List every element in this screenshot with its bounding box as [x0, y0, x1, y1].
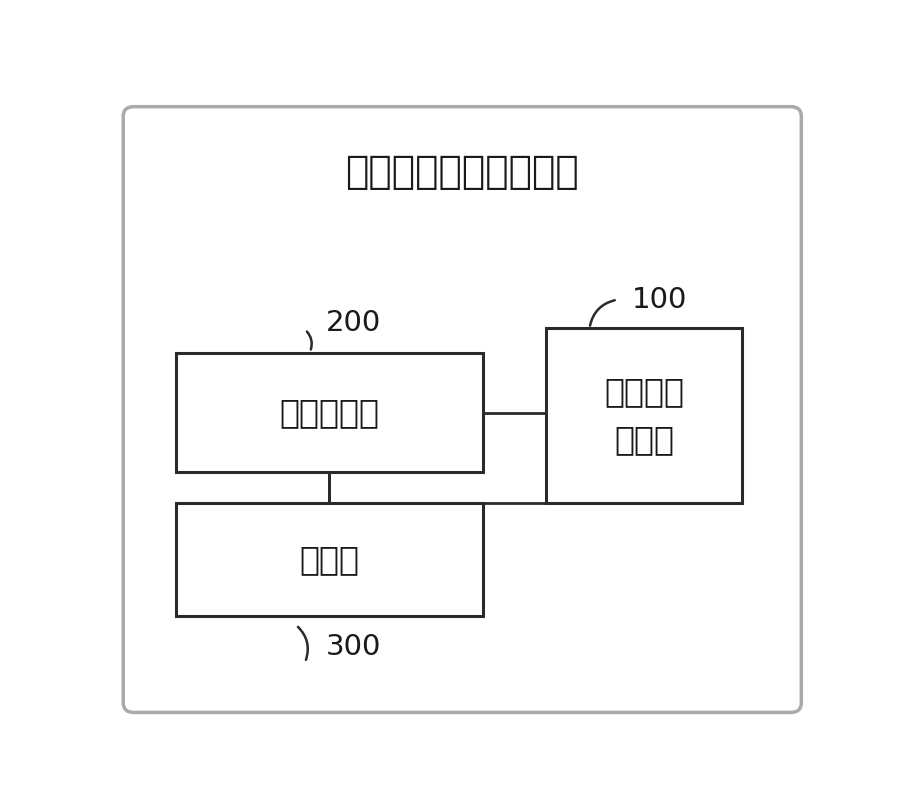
Text: 控制器: 控制器: [299, 543, 360, 576]
Text: 200: 200: [326, 309, 382, 337]
Text: 100: 100: [631, 285, 686, 314]
FancyBboxPatch shape: [547, 328, 742, 503]
Text: 电压发生器: 电压发生器: [280, 397, 380, 429]
Text: 病变细胞分裂抑制装置: 病变细胞分裂抑制装置: [345, 153, 579, 191]
Text: 多组电极
贴片对: 多组电极 贴片对: [604, 375, 684, 457]
FancyBboxPatch shape: [176, 503, 483, 616]
FancyBboxPatch shape: [176, 354, 483, 472]
Text: 300: 300: [326, 633, 382, 661]
FancyBboxPatch shape: [124, 107, 801, 712]
